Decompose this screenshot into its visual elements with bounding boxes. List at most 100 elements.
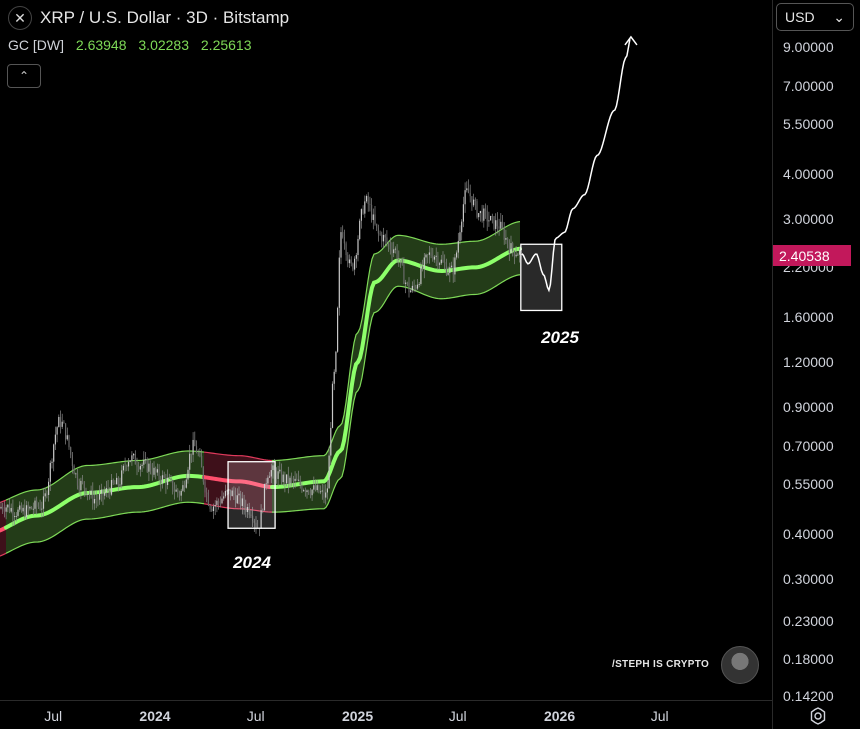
candle [116,473,118,485]
candle [291,472,293,487]
candle [102,488,104,506]
candle [66,427,68,441]
candle [314,479,317,492]
candle [289,475,291,488]
candle [70,446,72,459]
candle [95,490,97,509]
gc-midline [270,246,522,490]
candle [437,251,439,270]
candle [126,464,128,472]
collapse-chevron-icon[interactable]: ⌃ [7,64,41,88]
candle [24,499,26,520]
candle [119,477,121,489]
candle [513,250,515,265]
candle [117,476,119,492]
candle [39,499,41,511]
candle [190,453,192,463]
candle [428,245,430,264]
candle [180,488,182,502]
candle [31,506,33,510]
indicator-legend[interactable]: GC [DW] 2.63948 3.02283 2.25613 [8,37,260,53]
candle [22,504,24,515]
candle [354,256,356,276]
candle [418,281,420,288]
price-tick-label: 0.23000 [783,612,834,629]
price-tick-label: 5.50000 [783,116,834,133]
candle [456,250,458,260]
candle [386,230,388,247]
candle [491,213,493,224]
candle [194,431,196,447]
gc-band-edge [5,501,205,554]
settings-gear-icon[interactable] [808,706,828,726]
candle [462,196,464,228]
candle [381,231,383,248]
close-icon[interactable]: ✕ [8,6,32,30]
candle [410,287,412,293]
candle [473,193,475,208]
symbol-title[interactable]: XRP / U.S. Dollar · 3D · Bitstamp [40,8,290,27]
candle [197,449,199,457]
candle [355,252,357,268]
candle [255,516,257,534]
candle [144,451,147,464]
candle [226,489,228,496]
candle [76,468,79,490]
candle [195,440,198,454]
candle [27,501,29,516]
candle [442,251,444,263]
candle [216,497,218,513]
candle [19,501,21,512]
candle [498,218,500,236]
candle [483,205,485,228]
currency-selector[interactable]: USD ⌄ [776,3,854,31]
candle [114,480,116,485]
candle [173,482,175,500]
candle [389,237,391,255]
candle [219,496,221,508]
candle [325,484,327,505]
candle [306,489,308,499]
candle [338,250,340,316]
gc-midline [202,475,274,490]
time-tick-label: Jul [246,708,265,724]
candle [416,279,419,290]
price-tick-label: 4.00000 [783,165,834,182]
price-tick-label: 0.14200 [783,688,834,704]
candle [17,506,19,518]
candle [360,208,362,229]
candle [10,503,12,514]
candle [155,466,157,480]
candle [394,246,396,254]
candle [263,483,266,511]
candle [423,253,425,279]
time-tick-label: 2024 [139,708,171,724]
candle [185,473,187,489]
gc-band-edge [271,220,521,462]
gc-band-fill [6,451,204,554]
candle [292,475,294,489]
candle [25,500,28,520]
candle [357,235,359,262]
candle [343,229,345,250]
candle [287,466,289,494]
candle [406,281,408,286]
candle [61,413,63,430]
candle [211,505,213,512]
candle [449,262,451,283]
candle [440,254,442,266]
candle [109,487,111,500]
candle [398,250,400,267]
candle [192,432,194,462]
candle [241,492,243,515]
candle [12,499,14,526]
candle [478,212,480,221]
candle [313,476,315,494]
candle [136,457,138,476]
candle [206,487,208,503]
candle [15,512,17,522]
candle [8,498,11,514]
candle [318,484,320,494]
candle [447,266,449,276]
price-chart[interactable] [0,0,772,700]
